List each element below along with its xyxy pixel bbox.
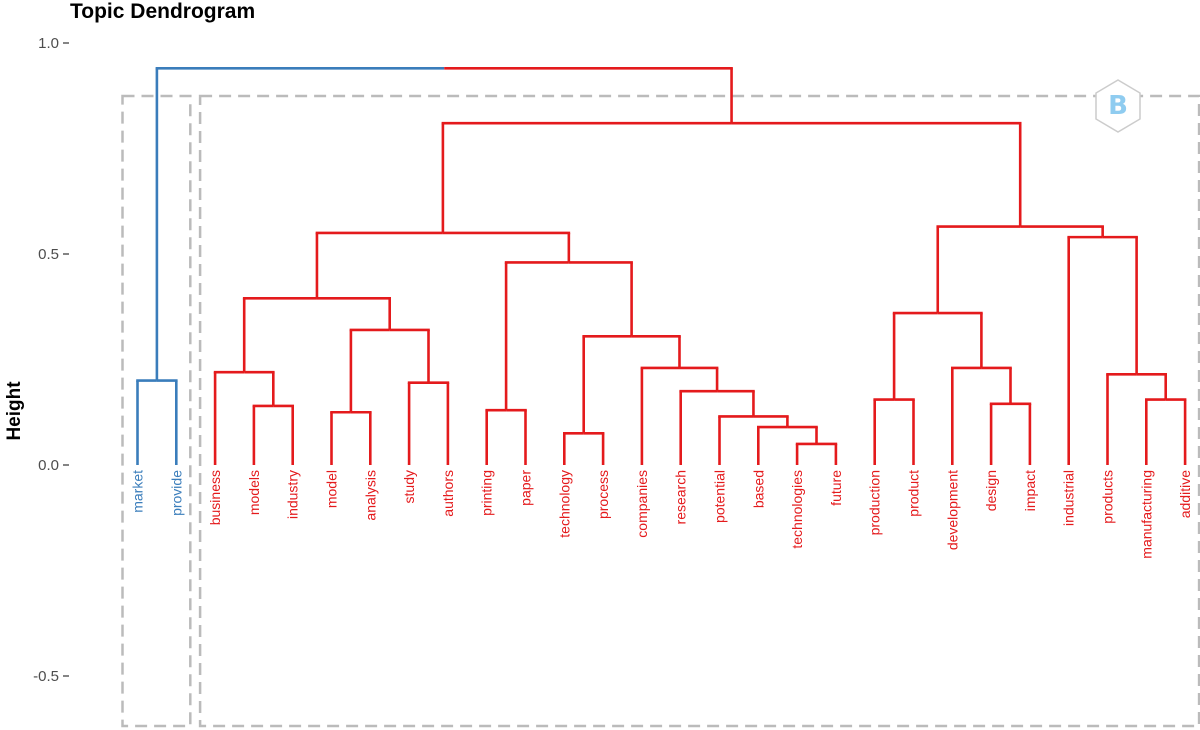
leaf-label: industry [285, 470, 301, 519]
leaf-label: provide [168, 470, 184, 516]
y-tick-label: 0.5 [38, 246, 59, 263]
leaf-label: paper [518, 470, 534, 506]
y-tick-label: 1.0 [38, 35, 59, 52]
svg-text:B: B [1108, 91, 1128, 121]
leaf-label: impact [1022, 470, 1038, 511]
leaf-label: development [944, 470, 960, 550]
leaf-label: business [207, 470, 223, 525]
leaf-label: authors [440, 470, 456, 517]
leaf-label: model [324, 470, 340, 508]
leaf-label: study [401, 470, 417, 503]
leaf-label: additive [1177, 470, 1193, 518]
y-axis-title: Height [4, 381, 25, 441]
leaf-label: process [595, 470, 611, 519]
leaf-label: market [130, 470, 146, 513]
leaf-labels: market provide business models industry model… [130, 470, 1194, 559]
leaf-label: production [867, 470, 883, 535]
leaf-label: research [673, 470, 689, 524]
leaf-label: manufacturing [1138, 470, 1154, 559]
chart-title: Topic Dendrogram [70, 0, 256, 23]
logo-badge-icon: B [1095, 79, 1141, 133]
leaf-label: companies [634, 470, 650, 538]
leaf-label: technologies [789, 470, 805, 549]
leaf-label: technology [556, 470, 572, 538]
leaf-label: product [906, 470, 922, 517]
y-tick-label: -0.5 [33, 668, 59, 685]
dendrogram-links [136, 67, 1187, 465]
y-tick-label: 0.0 [38, 457, 59, 474]
cluster-rectangle [121, 94, 192, 728]
cluster-rectangle [198, 94, 1200, 728]
leaf-label: industrial [1061, 470, 1077, 526]
leaf-label: products [1100, 470, 1116, 524]
leaf-label: models [246, 470, 262, 515]
cluster-rectangles [121, 94, 1200, 728]
leaf-label: design [983, 470, 999, 511]
leaf-label: based [750, 470, 766, 508]
y-axis: -0.5 0.0 0.5 1.0 [33, 35, 69, 685]
leaf-label: printing [479, 470, 495, 516]
leaf-label: potential [712, 470, 728, 523]
leaf-label: analysis [362, 470, 378, 521]
leaf-label: future [828, 470, 844, 506]
